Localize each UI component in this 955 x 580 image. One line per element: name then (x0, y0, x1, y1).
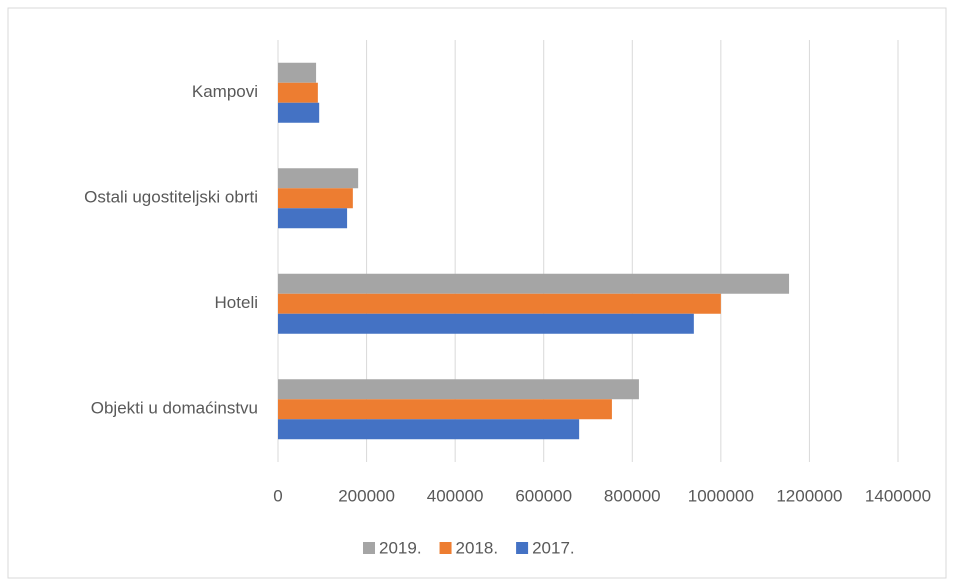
bar (278, 82, 318, 103)
x-tick-label: 0 (273, 486, 282, 505)
bar (278, 102, 320, 123)
x-tick-label: 200000 (338, 486, 395, 505)
x-tick-label: 1000000 (688, 486, 754, 505)
x-tick-label: 1200000 (776, 486, 842, 505)
x-tick-label: 1400000 (865, 486, 931, 505)
legend-swatch (516, 542, 529, 554)
x-tick-label: 800000 (604, 486, 661, 505)
y-tick-label: Ostali ugostiteljski obrti (84, 188, 258, 207)
bar (278, 188, 353, 209)
bar (278, 419, 580, 440)
x-tick-label: 400000 (427, 486, 484, 505)
bar (278, 208, 348, 229)
bar (278, 313, 694, 334)
y-tick-label: Hoteli (215, 293, 258, 312)
bar (278, 399, 612, 420)
y-tick-label: Objekti u domaćinstvu (91, 399, 258, 418)
legend-swatch (439, 542, 452, 554)
bar (278, 379, 639, 400)
bar (278, 168, 359, 189)
legend-label: 2019. (379, 538, 422, 557)
y-tick-label: Kampovi (192, 82, 258, 101)
bar (278, 62, 317, 83)
legend-label: 2018. (456, 538, 499, 557)
legend-label: 2017. (532, 538, 575, 557)
x-tick-label: 600000 (515, 486, 572, 505)
legend-swatch (363, 542, 375, 554)
bar (278, 273, 790, 294)
bar (278, 293, 721, 314)
